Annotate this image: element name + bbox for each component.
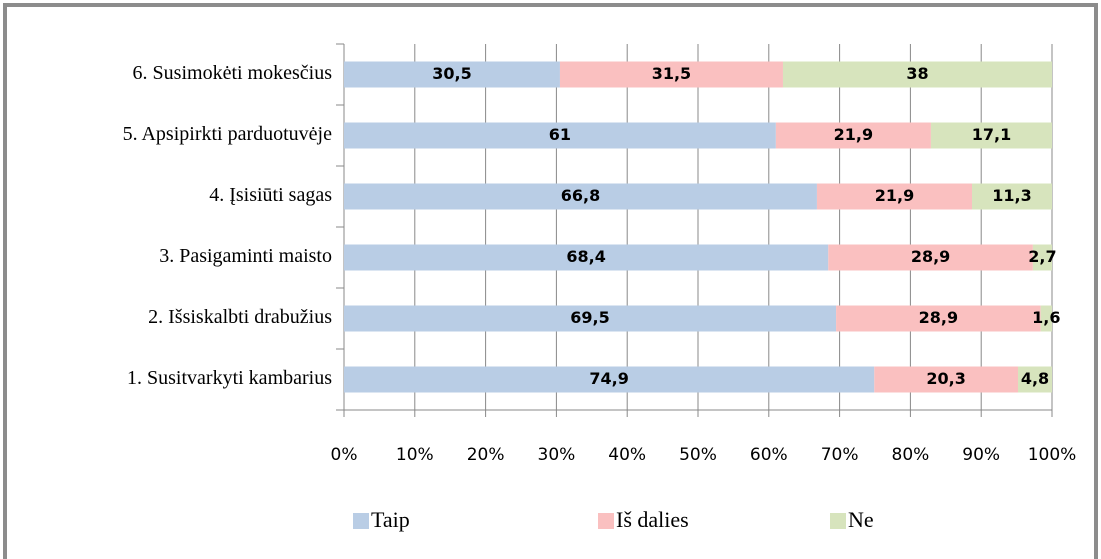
legend-swatch	[830, 513, 846, 529]
bar-segment	[344, 183, 817, 210]
x-tick-label: 0%	[331, 445, 358, 465]
data-label: 68,4	[566, 247, 605, 266]
data-label: 1,6	[1032, 308, 1060, 327]
legend-label: Ne	[848, 507, 874, 532]
data-label: 2,7	[1028, 247, 1056, 266]
bar-segment	[344, 244, 829, 271]
data-label: 28,9	[911, 247, 950, 266]
category-label: 6. Susimokėti mokesčius	[133, 62, 333, 84]
category-label: 1. Susitvarkyti kambarius	[127, 367, 332, 389]
category-label: 4. Įsisiūti sagas	[209, 184, 332, 206]
bar-segment	[775, 122, 931, 149]
data-label: 21,9	[834, 125, 873, 144]
bar-segment	[930, 122, 1052, 149]
data-label: 20,3	[926, 369, 965, 388]
x-tick-label: 40%	[608, 445, 646, 465]
data-label: 31,5	[652, 64, 691, 83]
x-tick-label: 20%	[467, 445, 505, 465]
bar-segment	[782, 61, 1052, 88]
x-tick-label: 90%	[962, 445, 1000, 465]
bar-segment	[344, 305, 837, 332]
bar-segment	[1018, 366, 1052, 393]
bar-segment	[1040, 305, 1052, 332]
x-tick-label: 30%	[538, 445, 576, 465]
bar-segment	[971, 183, 1052, 210]
bar-segment	[836, 305, 1041, 332]
data-label: 21,9	[875, 186, 914, 205]
data-label: 66,8	[561, 186, 600, 205]
x-tick-label: 10%	[396, 445, 434, 465]
x-tick-label: 70%	[821, 445, 859, 465]
data-label: 11,3	[992, 186, 1031, 205]
data-label: 28,9	[919, 308, 958, 327]
data-label: 30,5	[432, 64, 471, 83]
frame	[3, 3, 1098, 559]
bar-segment	[816, 183, 972, 210]
bar-segment	[828, 244, 1033, 271]
x-tick-label: 100%	[1028, 445, 1077, 465]
data-label: 69,5	[570, 308, 609, 327]
data-label: 38	[906, 64, 928, 83]
legend-label: Iš dalies	[616, 507, 689, 532]
category-label: 3. Pasigaminti maisto	[159, 245, 332, 267]
bar-segment	[559, 61, 783, 88]
bar-segment	[1032, 244, 1052, 271]
legend-swatch	[598, 513, 614, 529]
data-label: 74,9	[589, 369, 628, 388]
data-label: 17,1	[972, 125, 1011, 144]
data-label: 61	[549, 125, 571, 144]
legend-swatch	[353, 513, 369, 529]
x-tick-label: 50%	[679, 445, 717, 465]
x-tick-label: 60%	[750, 445, 788, 465]
bar-segment	[874, 366, 1019, 393]
category-label: 2. Išsiskalbti drabužius	[148, 306, 332, 328]
category-label: 5. Apsipirkti parduotuvėje	[123, 123, 333, 145]
x-tick-label: 80%	[892, 445, 930, 465]
bar-segment	[344, 122, 776, 149]
bar-segment	[344, 366, 875, 393]
bar-segment	[344, 61, 560, 88]
data-label: 4,8	[1021, 369, 1049, 388]
legend-label: Taip	[371, 507, 410, 532]
